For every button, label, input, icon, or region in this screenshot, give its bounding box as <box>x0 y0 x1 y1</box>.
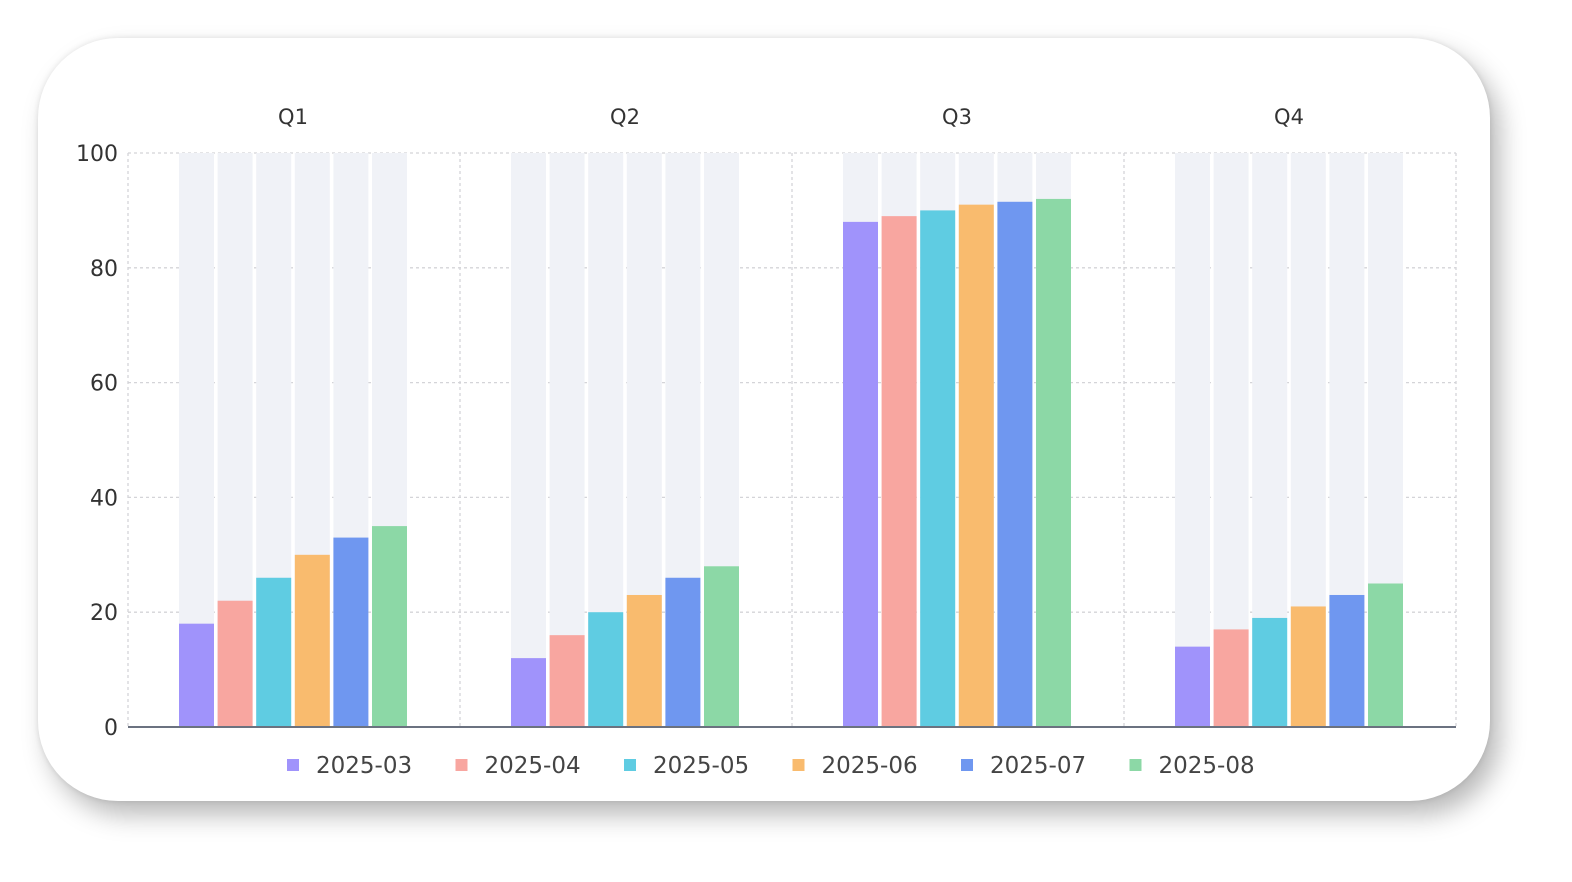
legend-item-2025-06[interactable]: 2025-06 <box>792 753 918 779</box>
background-bar <box>511 153 546 727</box>
bar-2025-05-Q3[interactable] <box>920 210 956 727</box>
bar-2025-05-Q2[interactable] <box>588 612 624 727</box>
y-tick-label: 0 <box>104 716 118 741</box>
legend-swatch <box>1129 759 1142 771</box>
y-tick-label: 80 <box>90 257 118 282</box>
legend-swatch <box>287 759 299 771</box>
legend-item-2025-03[interactable]: 2025-03 <box>287 753 412 779</box>
bar-2025-07-Q2[interactable] <box>665 577 701 727</box>
bar-2025-05-Q4[interactable] <box>1252 617 1288 727</box>
bar-2025-07-Q1[interactable] <box>333 537 369 727</box>
legend-item-2025-08[interactable]: 2025-08 <box>1129 753 1255 779</box>
category-label-Q4: Q4 <box>1274 105 1304 129</box>
legend[interactable]: 2025-03 2025-04 2025-05 2025-06 2025-07 2025-… <box>287 753 1255 779</box>
y-tick-label: 100 <box>76 142 118 167</box>
legend-swatch <box>624 759 636 771</box>
bars <box>179 198 1403 728</box>
y-tick-label: 20 <box>90 601 118 626</box>
bar-2025-07-Q3[interactable] <box>997 201 1033 728</box>
bar-2025-08-Q3[interactable] <box>1036 198 1071 728</box>
legend-item-2025-05[interactable]: 2025-05 <box>624 753 749 779</box>
labels: 0 20 40 60 80 100 Q1 Q2 Q3 Q4 <box>76 105 1304 741</box>
legend-label: 2025-06 <box>822 753 918 779</box>
bar-2025-04-Q3[interactable] <box>881 216 917 727</box>
legend-item-2025-07[interactable]: 2025-07 <box>961 753 1086 779</box>
bar-2025-04-Q1[interactable] <box>217 600 253 727</box>
bar-2025-06-Q4[interactable] <box>1290 606 1326 727</box>
background-bar <box>1175 153 1210 727</box>
bar-2025-06-Q3[interactable] <box>958 204 994 727</box>
legend-label: 2025-04 <box>485 753 581 779</box>
legend-label: 2025-07 <box>990 753 1086 779</box>
bar-2025-04-Q4[interactable] <box>1213 629 1249 727</box>
legend-label: 2025-08 <box>1159 753 1255 779</box>
bar-2025-08-Q1[interactable] <box>372 526 407 727</box>
bar-2025-04-Q2[interactable] <box>549 635 585 727</box>
bar-2025-08-Q2[interactable] <box>704 566 739 727</box>
legend-swatch <box>961 759 973 771</box>
bar-2025-03-Q4[interactable] <box>1175 646 1210 727</box>
legend-label: 2025-03 <box>316 753 412 779</box>
bar-2025-06-Q2[interactable] <box>626 594 662 727</box>
category-label-Q1: Q1 <box>278 105 308 129</box>
legend-item-2025-04[interactable]: 2025-04 <box>455 753 581 779</box>
bar-2025-07-Q4[interactable] <box>1329 594 1365 727</box>
bar-2025-03-Q1[interactable] <box>179 623 214 727</box>
bar-2025-05-Q1[interactable] <box>256 577 292 727</box>
legend-swatch <box>455 759 468 771</box>
bar-2025-03-Q3[interactable] <box>843 221 878 727</box>
y-tick-label: 60 <box>90 372 118 397</box>
bar-2025-03-Q2[interactable] <box>511 658 546 727</box>
y-tick-label: 40 <box>90 486 118 511</box>
legend-swatch <box>792 759 805 771</box>
category-label-Q2: Q2 <box>610 105 640 129</box>
category-label-Q3: Q3 <box>942 105 972 129</box>
background-bar <box>549 153 585 727</box>
bar-2025-08-Q4[interactable] <box>1368 583 1403 728</box>
legend-label: 2025-05 <box>653 753 749 779</box>
bar-2025-06-Q1[interactable] <box>294 554 330 727</box>
